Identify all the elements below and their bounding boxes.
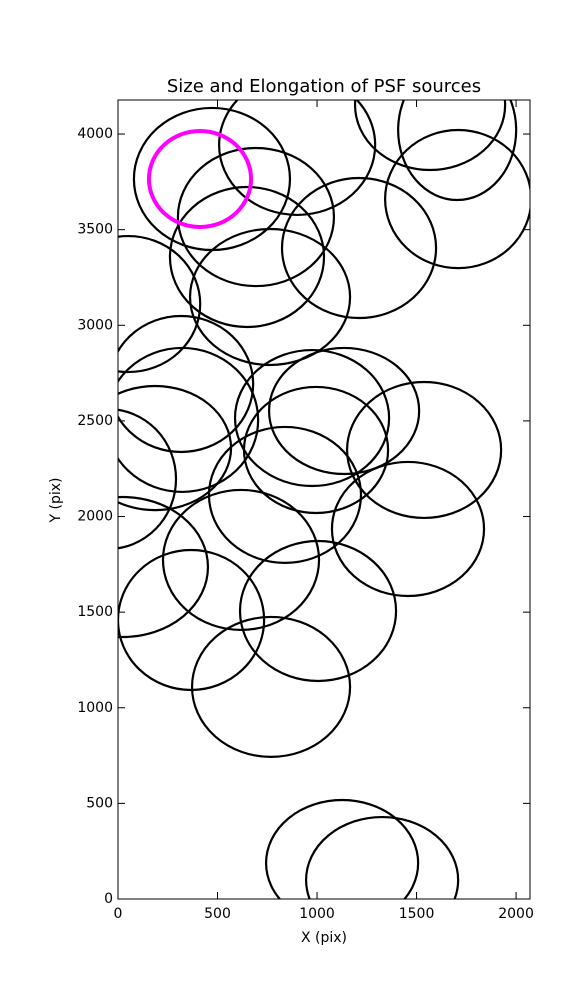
y-tick-label: 3500 [77,222,113,238]
psf-ellipse [218,100,377,217]
x-tick-label: 500 [204,906,231,922]
y-tick-label: 2500 [77,413,113,429]
x-tick-label: 1000 [299,906,335,922]
psf-ellipse [190,615,352,759]
psf-ellipse [146,128,254,229]
psf-ellipse [233,348,391,488]
psf-ellipse [188,227,352,367]
y-tick-label: 4000 [77,126,113,142]
psf-ellipse [118,408,178,550]
plot-area [118,100,530,899]
psf-ellipse [265,798,420,899]
y-tick-label: 1000 [77,700,113,716]
psf-ellipse [118,495,210,639]
psf-ellipse [207,425,363,564]
psf-ellipse [161,488,321,632]
x-axis-label: X (pix) [301,930,347,946]
y-axis-label: Y (pix) [48,478,64,524]
x-tick-label: 1500 [399,906,435,922]
psf-ellipse [118,346,260,494]
psf-ellipse [280,176,438,320]
psf-ellipse [168,185,326,329]
psf-ellipse [176,146,336,288]
y-tick-label: 500 [86,795,113,811]
psf-ellipse [238,539,398,683]
y-tick-label: 3000 [77,317,113,333]
psf-ellipse [353,100,507,172]
psf-ellipse [330,460,486,598]
psf-ellipse [305,815,460,899]
psf-ellipse [118,314,255,454]
psf-ellipse [345,380,503,520]
y-tick-label: 1500 [77,604,113,620]
psf-ellipse [118,234,202,374]
psf-ellipse [397,100,518,202]
y-tick-label: 0 [104,891,113,907]
y-tick-label: 2000 [77,509,113,525]
x-tick-label: 2000 [498,906,534,922]
plot-frame [117,99,531,900]
psf-ellipse [242,385,390,515]
psf-ellipse [267,346,421,476]
psf-ellipse [384,128,530,270]
chart-title: Size and Elongation of PSF sources [167,76,481,97]
x-tick-label: 0 [114,906,123,922]
